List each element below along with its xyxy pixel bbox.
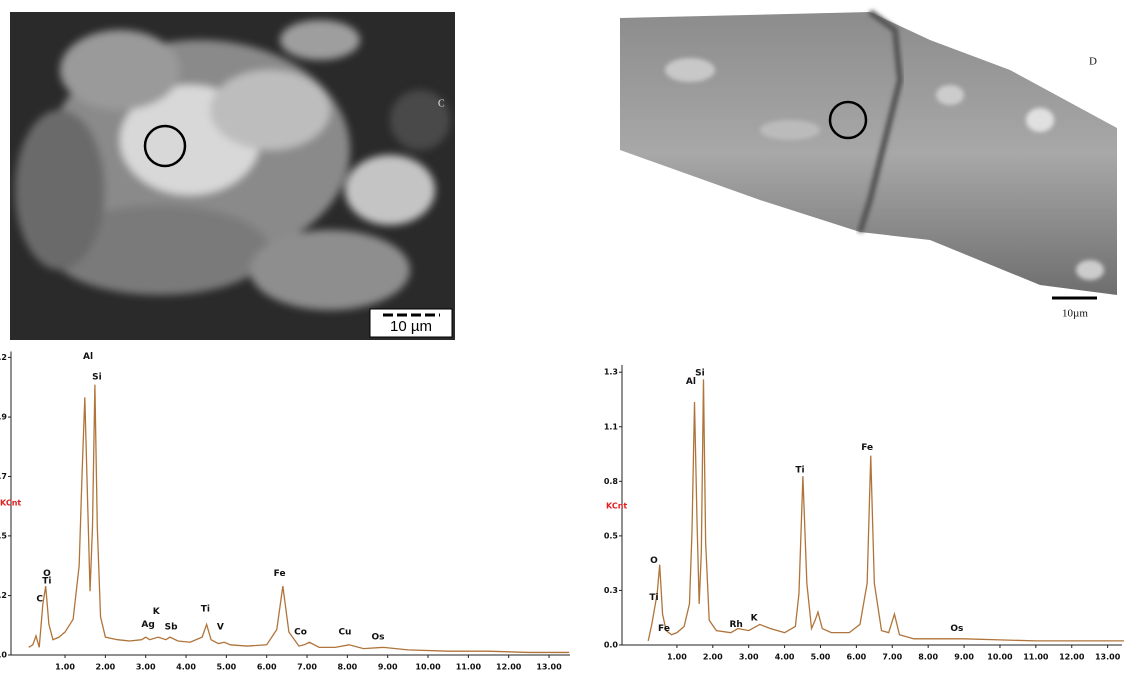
x-tick-label: 13.00 [536, 663, 562, 672]
x-tick-label: 2.00 [703, 653, 723, 662]
peak-label: Os [372, 633, 385, 643]
x-tick-label: 11.00 [1023, 653, 1049, 662]
x-tick-label: 4.00 [176, 663, 196, 672]
y-tick-label: 0.0 [604, 641, 619, 650]
peak-label: Ti [649, 593, 658, 603]
x-tick-label: 11.00 [456, 663, 482, 672]
y-tick-label: 0.0 [0, 651, 7, 660]
y-tick-label: 0.8 [604, 477, 619, 486]
x-tick-label: 8.00 [918, 653, 938, 662]
marker-circle [828, 100, 868, 140]
peak-label: C [36, 594, 43, 604]
x-tick-label: 7.00 [882, 653, 902, 662]
x-tick-label: 2.00 [96, 663, 116, 672]
peak-label: Cu [338, 628, 351, 638]
x-tick-label: 7.00 [297, 663, 317, 672]
peak-label: Al [686, 377, 696, 387]
x-tick-label: 8.00 [337, 663, 357, 672]
image-label: D [1089, 56, 1097, 68]
peak-label: Al [83, 352, 93, 362]
peak-label: Ti [201, 605, 210, 615]
peak-label: K [153, 607, 161, 617]
peak-label: Ag [141, 620, 154, 630]
y-tick-label: 0.9 [0, 413, 7, 422]
y-axis-label: KCnt [606, 502, 627, 511]
sem-image-c: C 10 µm [10, 12, 455, 340]
x-tick-label: 3.00 [739, 653, 759, 662]
y-axis-label: KCnt [0, 499, 21, 508]
spectrum-line [28, 384, 570, 654]
x-tick-label: 1.00 [667, 653, 687, 662]
sem-texture [15, 20, 450, 310]
y-tick-label: 1.1 [604, 422, 619, 431]
x-tick-label: 6.00 [257, 663, 277, 672]
x-tick-label: 13.00 [1095, 653, 1121, 662]
x-tick-label: 1.00 [55, 663, 75, 672]
peak-label: Sb [165, 622, 178, 632]
x-tick-label: 12.00 [1059, 653, 1085, 662]
sem-image-d: D 10µm [620, 9, 1117, 320]
y-tick-label: 0.5 [0, 531, 7, 540]
y-tick-label: 0.2 [0, 591, 7, 600]
x-tick-label: 9.00 [954, 653, 974, 662]
peak-label: Ti [795, 466, 804, 476]
peak-label: O [650, 556, 658, 566]
y-tick-label: 0.7 [0, 472, 7, 481]
peak-label: K [751, 614, 759, 624]
fibre [620, 12, 1117, 295]
spectrum-line [647, 379, 1124, 642]
x-tick-label: 9.00 [378, 663, 398, 672]
x-tick-label: 6.00 [847, 653, 867, 662]
x-tick-label: 5.00 [216, 663, 236, 672]
x-tick-label: 12.00 [496, 663, 522, 672]
peak-label: O [43, 569, 51, 579]
y-tick-label: 1.3 [604, 368, 618, 377]
peak-label: Rh [729, 620, 742, 630]
peak-label: Si [92, 373, 102, 383]
peak-label: Si [695, 369, 705, 379]
y-tick-label: 0.5 [604, 531, 619, 540]
y-tick-label: 0.3 [604, 586, 618, 595]
image-label: C [438, 98, 445, 109]
y-tick-label: 1.2 [0, 353, 7, 362]
peak-label: Os [950, 624, 963, 634]
peak-label: Fe [861, 443, 873, 453]
fibre-kink [857, 9, 904, 233]
x-tick-label: 10.00 [987, 653, 1013, 662]
fibre-texture [665, 58, 1104, 280]
peak-label: V [217, 622, 224, 632]
x-tick-label: 5.00 [811, 653, 831, 662]
scale-label: 10 µm [390, 318, 432, 335]
x-tick-label: 10.00 [415, 663, 441, 672]
scale-label: 10µm [1062, 308, 1088, 320]
peak-label: Fe [274, 569, 286, 579]
peak-label: Co [294, 628, 307, 638]
marker-circle [143, 124, 187, 168]
peak-label: Fe [658, 624, 670, 634]
x-tick-label: 4.00 [775, 653, 795, 662]
peak-label: Ti [42, 577, 51, 587]
x-tick-label: 3.00 [136, 663, 156, 672]
